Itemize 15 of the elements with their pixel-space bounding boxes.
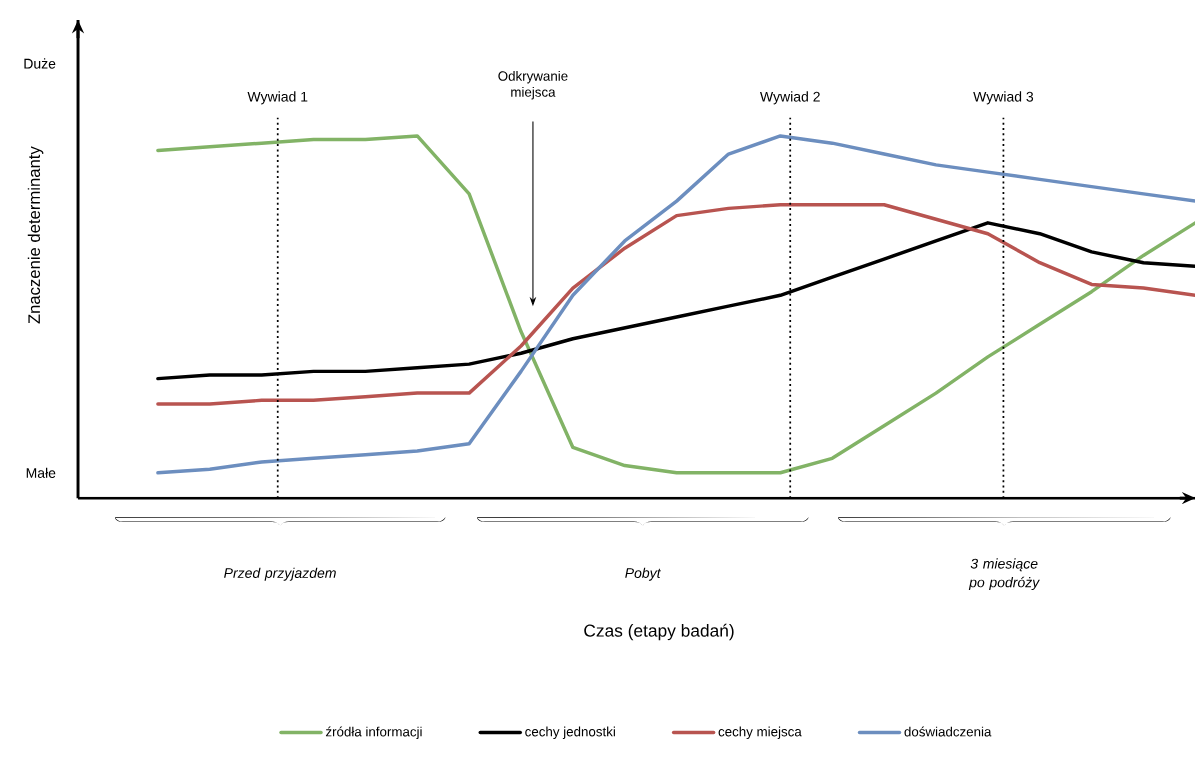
legend-label: doświadczenia <box>904 726 992 737</box>
text: Pobyt <box>625 567 662 581</box>
text: Czas (etapy badań) <box>584 623 734 641</box>
legend-label: cechy jednostki <box>525 726 615 739</box>
legend-label: źródła informacji <box>325 726 422 739</box>
text: 3 miesiące po podróży <box>968 558 1040 590</box>
text: Przed przyjazdem <box>224 567 336 581</box>
text: Odkrywanie miejsca <box>498 70 568 100</box>
text: Duże <box>24 58 56 69</box>
text: Znaczenie determinanty <box>27 146 44 324</box>
text: Małe <box>26 467 56 478</box>
text: Wywiad 1 <box>247 91 308 105</box>
text: Wywiad 3 <box>973 91 1034 105</box>
legend-label: cechy miejsca <box>718 726 802 739</box>
text: Wywiad 2 <box>760 91 820 105</box>
